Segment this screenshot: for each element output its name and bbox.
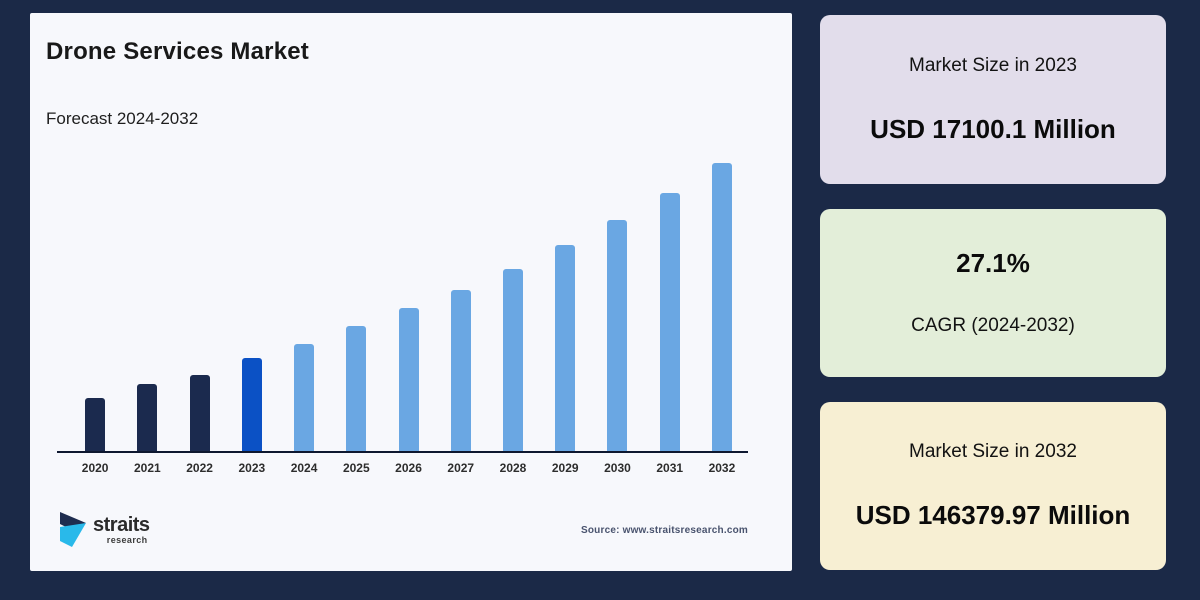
- bar-cell-2021: [121, 165, 173, 451]
- bar-2021: [137, 384, 158, 451]
- bar-cell-2024: [278, 165, 330, 451]
- straits-research-logo: straits research: [58, 511, 150, 549]
- logo-text: straits research: [93, 515, 150, 545]
- stat-card-market-size-2032: Market Size in 2032 USD 146379.97 Millio…: [820, 402, 1166, 570]
- card-label-cagr: CAGR (2024-2032): [911, 314, 1075, 336]
- bar-2026: [398, 308, 419, 451]
- bar-2029: [555, 245, 576, 451]
- x-tick-2020: 2020: [81, 461, 109, 475]
- stat-card-cagr: 27.1% CAGR (2024-2032): [820, 209, 1166, 377]
- bar-cell-2027: [435, 165, 487, 451]
- x-tick-2032: 2032: [708, 461, 736, 475]
- bar-cell-2030: [591, 165, 643, 451]
- x-tick-2024: 2024: [290, 461, 318, 475]
- bar-2022: [189, 375, 210, 451]
- x-tick-2028: 2028: [499, 461, 527, 475]
- x-tick-2031: 2031: [656, 461, 684, 475]
- bar-cell-2032: [696, 163, 748, 451]
- bar-2020: [85, 398, 106, 451]
- x-tick-2026: 2026: [395, 461, 422, 475]
- card-value-market-size-2032: USD 146379.97 Million: [855, 500, 1131, 531]
- x-tick-2023: 2023: [238, 461, 266, 475]
- card-label-market-size-2023: Market Size in 2023: [909, 54, 1077, 76]
- card-label-market-size-2032: Market Size in 2032: [909, 441, 1077, 463]
- bar-2032: [711, 163, 732, 451]
- bar-cell-2023: [226, 165, 278, 451]
- x-tick-2030: 2030: [604, 461, 631, 475]
- bar-cell-2020: [69, 165, 121, 451]
- bar-cell-2022: [173, 165, 225, 451]
- bar-2030: [607, 220, 628, 451]
- x-tick-2027: 2027: [447, 461, 475, 475]
- bar-2023: [241, 358, 262, 451]
- x-tick-2022: 2022: [186, 461, 213, 475]
- bar-2028: [502, 269, 523, 451]
- bar-chart: 2020 2021 2022 2023 2024 2025 2026 2027 2028 2029…: [57, 163, 748, 475]
- x-tick-2021: 2021: [134, 461, 161, 475]
- bar-cell-2029: [539, 165, 591, 451]
- bar-cell-2028: [487, 165, 539, 451]
- x-tick-2029: 2029: [551, 461, 579, 475]
- bar-2027: [450, 290, 471, 451]
- card-value-market-size-2023: USD 17100.1 Million: [870, 113, 1116, 144]
- stat-cards: Market Size in 2023 USD 17100.1 Million …: [820, 15, 1166, 585]
- card-value-cagr: 27.1%: [956, 248, 1030, 279]
- stat-card-market-size-2023: Market Size in 2023 USD 17100.1 Million: [820, 15, 1166, 184]
- source-attribution: Source: www.straitsresearch.com: [580, 525, 748, 536]
- chart-subtitle: Forecast 2024-2032: [46, 109, 199, 128]
- logo-subtext: research: [106, 535, 148, 545]
- bar-group: [57, 163, 748, 453]
- x-axis-labels: 2020 2021 2022 2023 2024 2025 2026 2027 2028 2029…: [57, 461, 748, 475]
- bar-cell-2025: [330, 165, 382, 451]
- bar-cell-2031: [644, 165, 696, 451]
- x-tick-2025: 2025: [342, 461, 370, 475]
- bar-cell-2026: [382, 165, 434, 451]
- straits-logo-icon: [60, 512, 86, 547]
- logo-wordmark: straits: [93, 514, 150, 536]
- bar-2025: [346, 326, 367, 451]
- bar-2024: [294, 344, 315, 451]
- page-title: Drone Services Market: [46, 38, 309, 65]
- chart-panel: Drone Services Market Forecast 2024-2032…: [30, 13, 792, 571]
- bar-2031: [659, 193, 680, 451]
